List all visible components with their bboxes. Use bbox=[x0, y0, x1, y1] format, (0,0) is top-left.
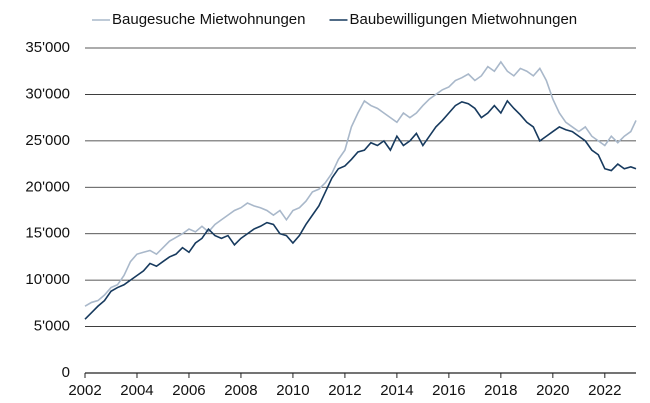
legend-label: Baugesuche Mietwohnungen bbox=[112, 11, 305, 28]
y-tick-label: 35'000 bbox=[25, 39, 70, 56]
y-tick-label: 5'000 bbox=[34, 318, 70, 335]
x-tick-label: 2004 bbox=[120, 382, 153, 399]
x-tick-label: 2012 bbox=[328, 382, 361, 399]
x-tick-label: 2020 bbox=[536, 382, 569, 399]
x-tick-label: 2008 bbox=[224, 382, 257, 399]
x-tick-label: 2018 bbox=[484, 382, 517, 399]
x-tick-label: 2010 bbox=[276, 382, 309, 399]
y-tick-label: 20'000 bbox=[25, 178, 70, 195]
x-tick-label: 2022 bbox=[588, 382, 621, 399]
y-tick-label: 25'000 bbox=[25, 132, 70, 149]
x-tick-label: 2002 bbox=[68, 382, 101, 399]
line bbox=[84, 60, 637, 307]
x-tick-label: 2014 bbox=[380, 382, 413, 399]
y-tick-label: 0 bbox=[62, 364, 70, 381]
y-tick-label: 30'000 bbox=[25, 85, 70, 102]
x-tick-label: 2016 bbox=[432, 382, 465, 399]
y-tick-label: 15'000 bbox=[25, 225, 70, 242]
y-tick-label: 10'000 bbox=[25, 271, 70, 288]
line bbox=[84, 99, 637, 320]
legend-label: Baubewilligungen Mietwohnungen bbox=[349, 11, 577, 28]
x-tick-label: 2006 bbox=[172, 382, 205, 399]
